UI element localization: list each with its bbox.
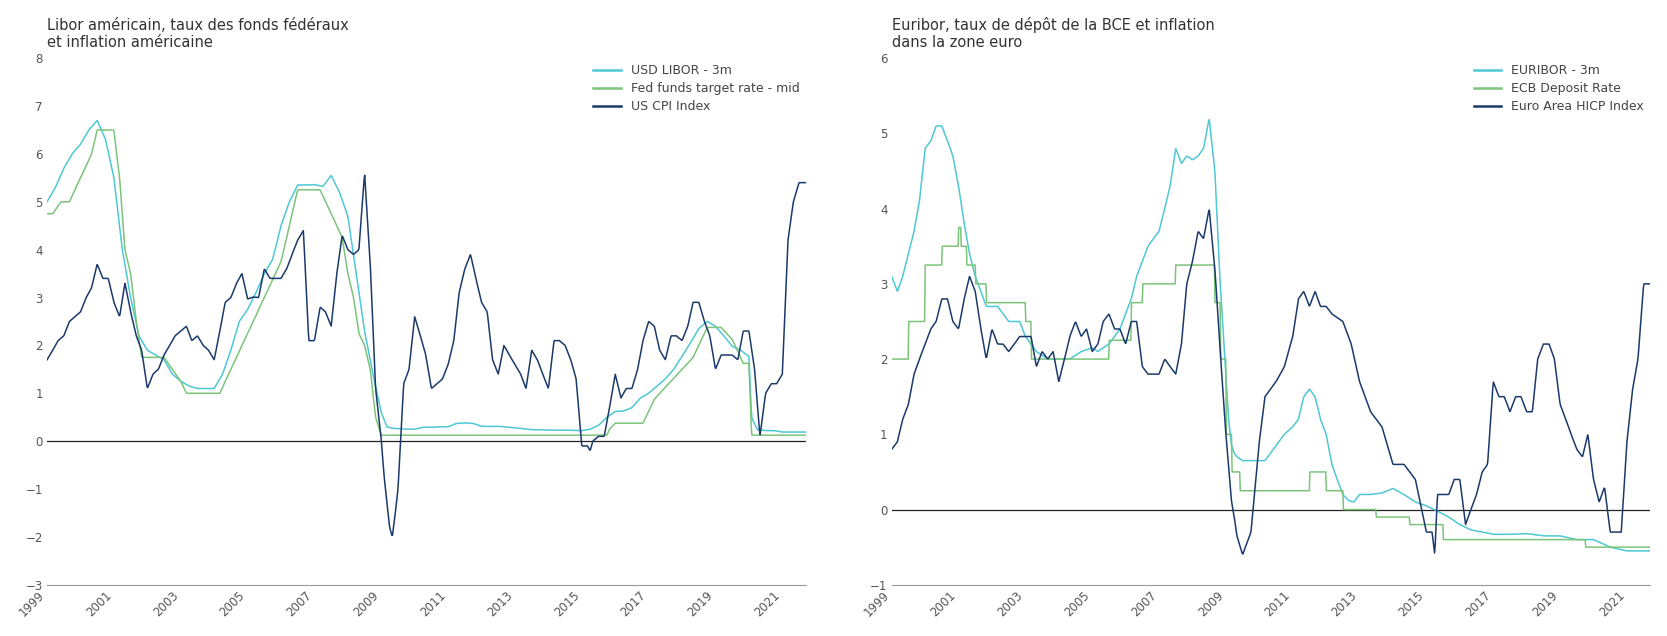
Legend: EURIBOR - 3m, ECB Deposit Rate, Euro Area HICP Index: EURIBOR - 3m, ECB Deposit Rate, Euro Are… <box>1474 64 1644 113</box>
Text: Euribor, taux de dépôt de la BCE et inflation
dans la zone euro: Euribor, taux de dépôt de la BCE et infl… <box>892 17 1215 50</box>
Legend: USD LIBOR - 3m, Fed funds target rate - mid, US CPI Index: USD LIBOR - 3m, Fed funds target rate - … <box>593 64 800 113</box>
Text: Libor américain, taux des fonds fédéraux
et inflation américaine: Libor américain, taux des fonds fédéraux… <box>47 18 348 50</box>
